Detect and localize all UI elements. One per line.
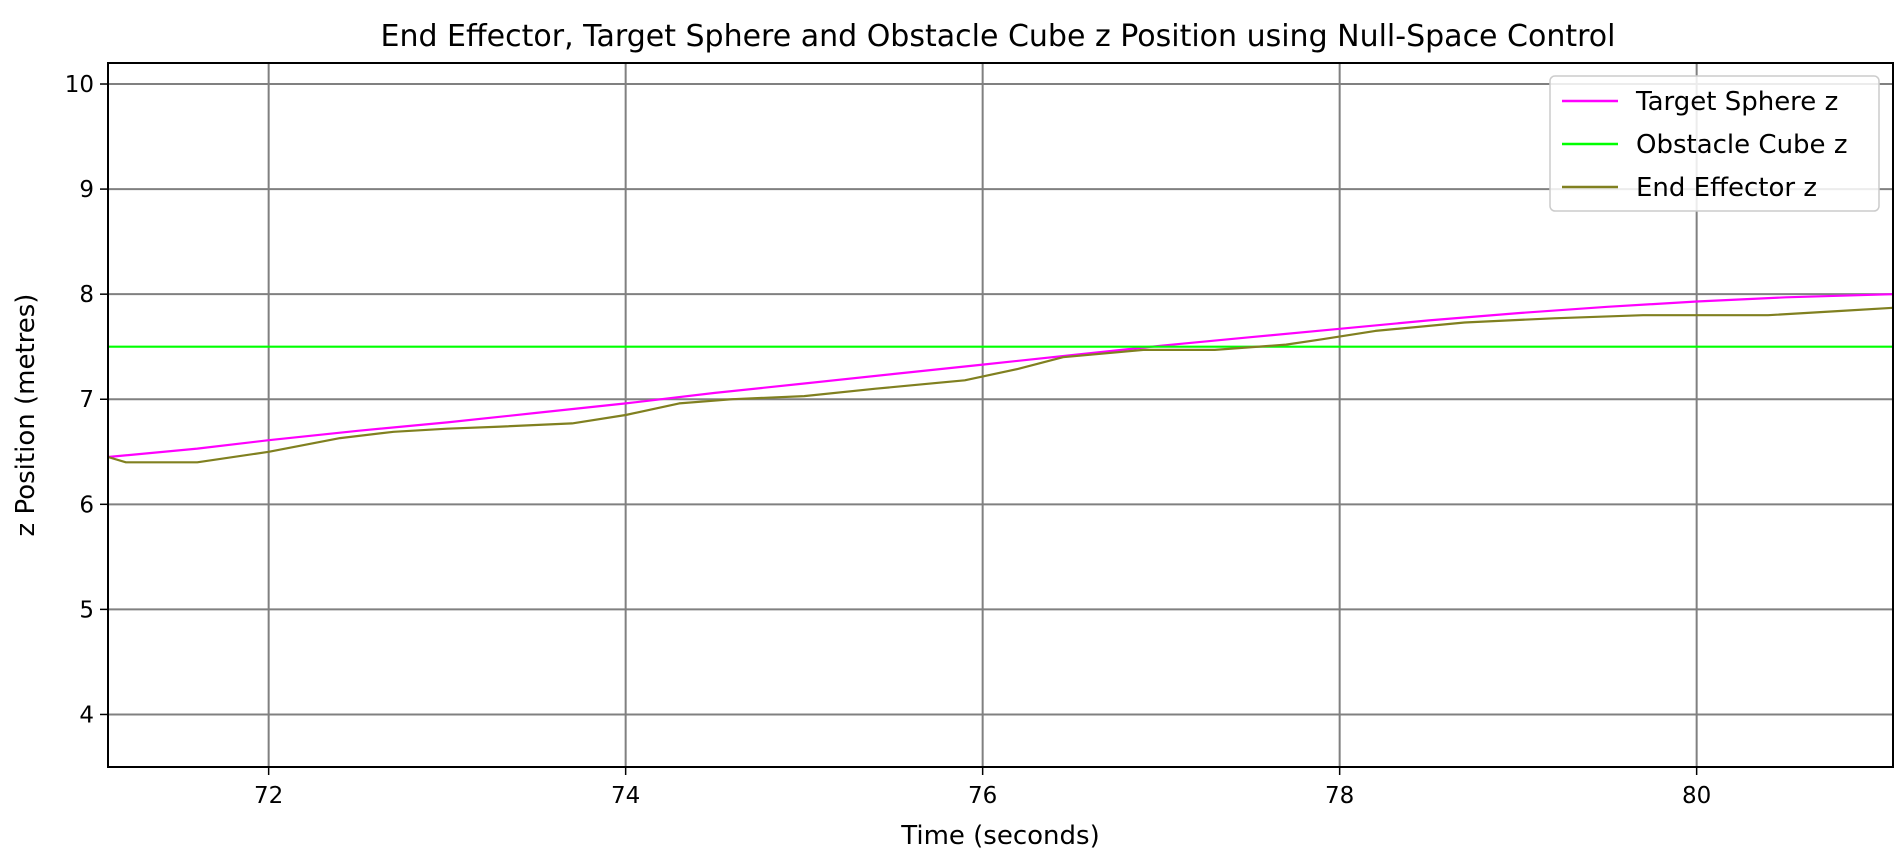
legend-entry: Target Sphere z	[1635, 87, 1838, 117]
series-line-2	[107, 306, 1894, 464]
legend-entry: End Effector z	[1636, 173, 1817, 203]
plot-frame	[107, 62, 1894, 768]
series-lines	[107, 293, 1894, 464]
legend: Target Sphere z Obstacle Cube z End Effect…	[1549, 75, 1880, 212]
y-tick-label: 6	[79, 492, 94, 518]
x-tick-label: 80	[1682, 783, 1711, 809]
x-tick-label: 74	[611, 783, 640, 809]
y-tick-label: 9	[79, 177, 94, 203]
chart-title: End Effector, Target Sphere and Obstacle…	[381, 19, 1616, 54]
y-tick-label: 8	[79, 282, 94, 308]
y-axis-label: z Position (metres)	[11, 294, 41, 537]
x-tick-label: 78	[1325, 783, 1354, 809]
y-tick-label: 5	[79, 597, 94, 623]
legend-box	[1549, 75, 1880, 212]
x-tick-label: 76	[968, 783, 997, 809]
x-tick-label: 72	[254, 783, 283, 809]
grid	[108, 63, 1893, 767]
x-axis-label: Time (seconds)	[900, 821, 1099, 851]
y-tick-label: 4	[79, 702, 94, 728]
y-tick-label: 7	[79, 387, 94, 413]
y-tick-label: 10	[65, 72, 94, 98]
legend-entry: Obstacle Cube z	[1636, 130, 1847, 160]
series-line-0	[107, 293, 1894, 459]
